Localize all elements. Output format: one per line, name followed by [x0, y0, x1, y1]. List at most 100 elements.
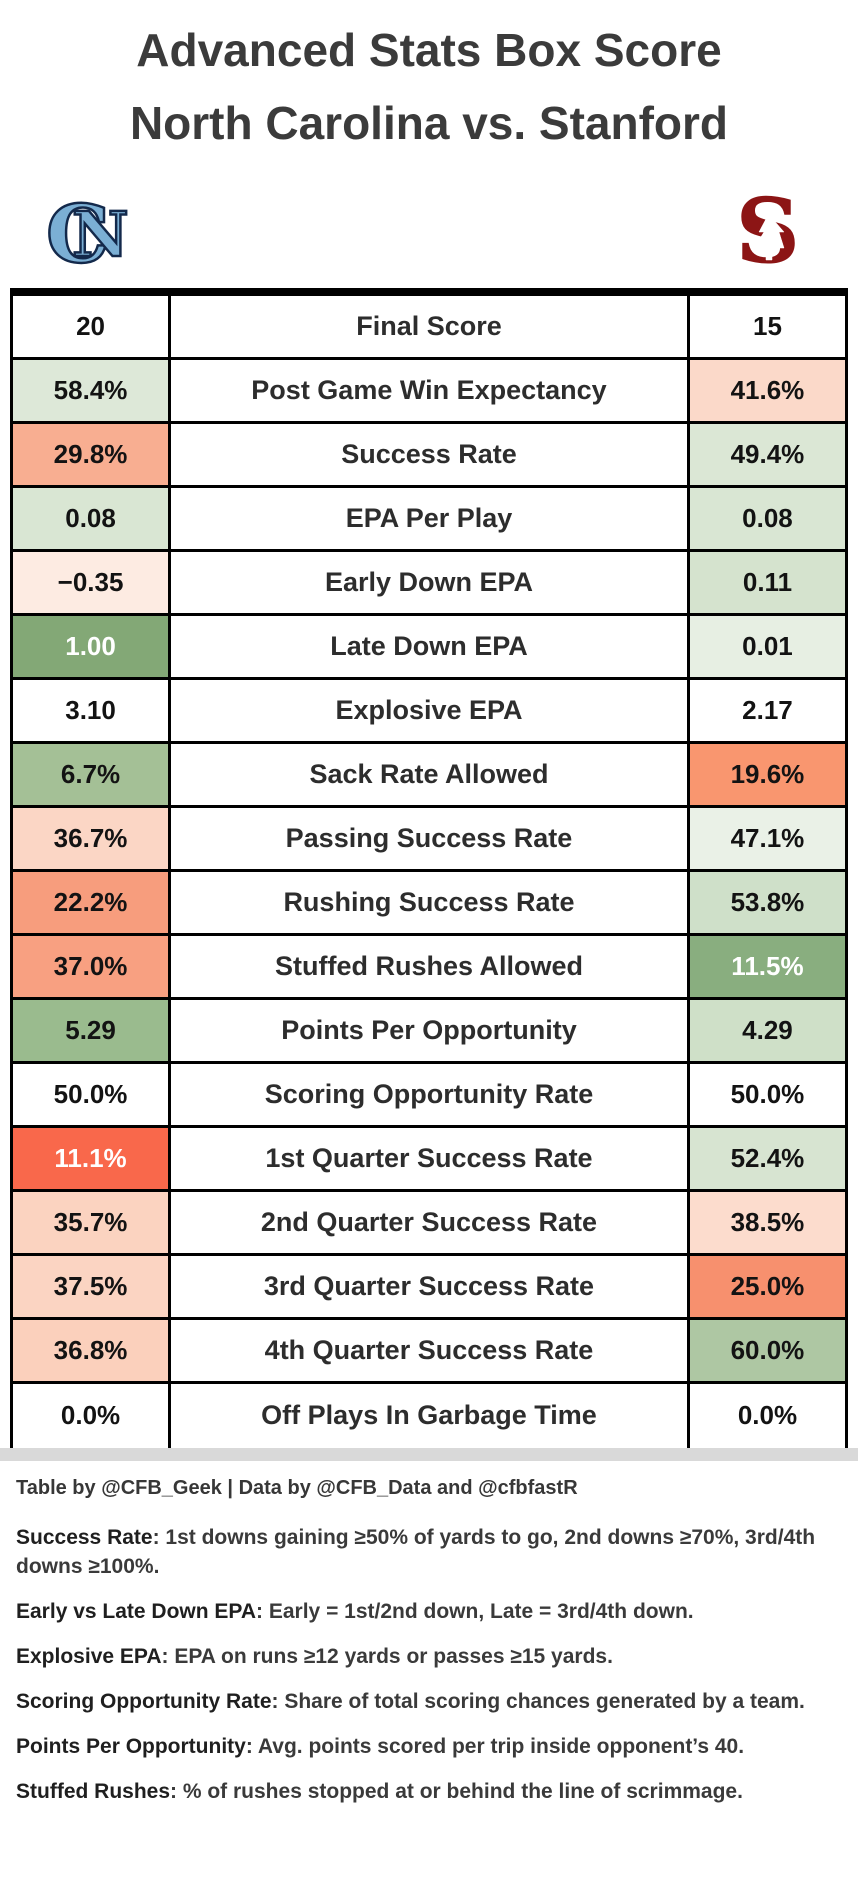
home-value-cell: 36.8%: [13, 1319, 172, 1384]
metric-label-cell: Stuffed Rushes Allowed: [171, 935, 687, 1000]
home-value-cell: 6.7%: [13, 743, 172, 808]
page-title: Advanced Stats Box Score: [136, 24, 722, 76]
footnote-success-rate: Success Rate: 1st downs gaining ≥50% of …: [16, 1524, 842, 1582]
table-row: 35.7% 2nd Quarter Success Rate 38.5%: [13, 1191, 845, 1256]
home-value-cell: 37.5%: [13, 1255, 172, 1320]
footnote-text: : % of rushes stopped at or behind the l…: [170, 1779, 743, 1803]
footnote-text: : Early = 1st/2nd down, Late = 3rd/4th d…: [256, 1599, 694, 1623]
away-value-cell: 0.0%: [686, 1383, 845, 1448]
table-row: 37.0% Stuffed Rushes Allowed 11.5%: [13, 935, 845, 1000]
table-row: 5.29 Points Per Opportunity 4.29: [13, 999, 845, 1064]
stanford-logo-icon: S: [736, 178, 801, 283]
home-value-cell: 58.4%: [13, 359, 172, 424]
page-header: Advanced Stats Box Score North Carolina …: [0, 0, 858, 150]
away-value-cell: 49.4%: [686, 423, 845, 488]
away-value-cell: 11.5%: [686, 935, 845, 1000]
away-value-cell: 4.29: [686, 999, 845, 1064]
metric-label-cell: Sack Rate Allowed: [171, 743, 687, 808]
away-value-cell: 15: [686, 295, 845, 360]
footnotes: Success Rate: 1st downs gaining ≥50% of …: [16, 1524, 842, 1807]
metric-label-cell: 1st Quarter Success Rate: [171, 1127, 687, 1192]
metric-label-cell: Rushing Success Rate: [171, 871, 687, 936]
metric-label-cell: Scoring Opportunity Rate: [171, 1063, 687, 1128]
footnote-term: Points Per Opportunity: [16, 1734, 246, 1758]
table-row: 37.5% 3rd Quarter Success Rate 25.0%: [13, 1255, 845, 1320]
footnote-scoring-opportunity: Scoring Opportunity Rate: Share of total…: [16, 1688, 842, 1717]
home-value-cell: 29.8%: [13, 423, 172, 488]
home-value-cell: 22.2%: [13, 871, 172, 936]
away-value-cell: 60.0%: [686, 1319, 845, 1384]
footnote-points-per-opportunity: Points Per Opportunity: Avg. points scor…: [16, 1733, 842, 1762]
home-value-cell: 35.7%: [13, 1191, 172, 1256]
home-value-cell: −0.35: [13, 551, 172, 616]
metric-label-cell: 4th Quarter Success Rate: [171, 1319, 687, 1384]
metric-label-cell: 2nd Quarter Success Rate: [171, 1191, 687, 1256]
metric-label-cell: Passing Success Rate: [171, 807, 687, 872]
table-row: 22.2% Rushing Success Rate 53.8%: [13, 871, 845, 936]
team-logos-row: C N S: [0, 178, 858, 283]
metric-label-cell: EPA Per Play: [171, 487, 687, 552]
table-row: 20 Final Score 15: [13, 295, 845, 360]
table-row: 0.08 EPA Per Play 0.08: [13, 487, 845, 552]
away-value-cell: 50.0%: [686, 1063, 845, 1128]
table-row: 36.8% 4th Quarter Success Rate 60.0%: [13, 1319, 845, 1384]
table-row: 50.0% Scoring Opportunity Rate 50.0%: [13, 1063, 845, 1128]
away-value-cell: 53.8%: [686, 871, 845, 936]
footnote-text: : Avg. points scored per trip inside opp…: [245, 1734, 745, 1758]
table-row: 1.00 Late Down EPA 0.01: [13, 615, 845, 680]
table-row: 36.7% Passing Success Rate 47.1%: [13, 807, 845, 872]
home-value-cell: 0.0%: [13, 1383, 172, 1448]
table-row: 11.1% 1st Quarter Success Rate 52.4%: [13, 1127, 845, 1192]
table-row: 6.7% Sack Rate Allowed 19.6%: [13, 743, 845, 808]
svg-text:S: S: [738, 190, 800, 270]
footnote-explosive-epa: Explosive EPA: EPA on runs ≥12 yards or …: [16, 1643, 842, 1672]
svg-text:N: N: [72, 198, 129, 270]
away-value-cell: 0.01: [686, 615, 845, 680]
home-value-cell: 37.0%: [13, 935, 172, 1000]
footnote-term: Scoring Opportunity Rate: [16, 1689, 272, 1713]
metric-label-cell: Success Rate: [171, 423, 687, 488]
table-row: 29.8% Success Rate 49.4%: [13, 423, 845, 488]
home-value-cell: 0.08: [13, 487, 172, 552]
home-value-cell: 1.00: [13, 615, 172, 680]
metric-label-cell: Points Per Opportunity: [171, 999, 687, 1064]
home-value-cell: 5.29: [13, 999, 172, 1064]
credit-line: Table by @CFB_Geek | Data by @CFB_Data a…: [16, 1476, 578, 1499]
footnote-text: : Share of total scoring chances generat…: [271, 1689, 805, 1713]
away-value-cell: 25.0%: [686, 1255, 845, 1320]
home-value-cell: 50.0%: [13, 1063, 172, 1128]
metric-label-cell: Off Plays In Garbage Time: [171, 1383, 687, 1448]
footnote-term: Explosive EPA: [16, 1644, 162, 1668]
metric-label-cell: Post Game Win Expectancy: [171, 359, 687, 424]
away-value-cell: 38.5%: [686, 1191, 845, 1256]
footnote-early-late-epa: Early vs Late Down EPA: Early = 1st/2nd …: [16, 1598, 842, 1627]
away-value-cell: 0.08: [686, 487, 845, 552]
unc-logo-icon: C N: [45, 186, 138, 283]
footnote-term: Success Rate: [16, 1525, 153, 1549]
home-value-cell: 11.1%: [13, 1127, 172, 1192]
page-subtitle: North Carolina vs. Stanford: [129, 96, 729, 149]
footnote-text: : EPA on runs ≥12 yards or passes ≥15 ya…: [161, 1644, 613, 1668]
table-row: 3.10 Explosive EPA 2.17: [13, 679, 845, 744]
footnote-term: Early vs Late Down EPA: [16, 1599, 257, 1623]
home-value-cell: 3.10: [13, 679, 172, 744]
away-value-cell: 41.6%: [686, 359, 845, 424]
box-score-table: 20 Final Score 15 58.4% Post Game Win Expect…: [10, 287, 848, 1448]
away-value-cell: 19.6%: [686, 743, 845, 808]
metric-label-cell: Explosive EPA: [171, 679, 687, 744]
table-footer-divider: [0, 1447, 858, 1461]
metric-label-cell: 3rd Quarter Success Rate: [171, 1255, 687, 1320]
table-row: −0.35 Early Down EPA 0.11: [13, 551, 845, 616]
away-value-cell: 47.1%: [686, 807, 845, 872]
table-row: 0.0% Off Plays In Garbage Time 0.0%: [13, 1383, 845, 1448]
svg-text:C: C: [46, 190, 110, 270]
metric-label-cell: Early Down EPA: [171, 551, 687, 616]
home-value-cell: 36.7%: [13, 807, 172, 872]
footnote-stuffed-rushes: Stuffed Rushes: % of rushes stopped at o…: [16, 1778, 842, 1807]
footnote-term: Stuffed Rushes: [16, 1779, 171, 1803]
table-row: 58.4% Post Game Win Expectancy 41.6%: [13, 359, 845, 424]
away-value-cell: 0.11: [686, 551, 845, 616]
home-value-cell: 20: [13, 295, 172, 360]
metric-label-cell: Final Score: [171, 295, 687, 360]
away-value-cell: 2.17: [686, 679, 845, 744]
